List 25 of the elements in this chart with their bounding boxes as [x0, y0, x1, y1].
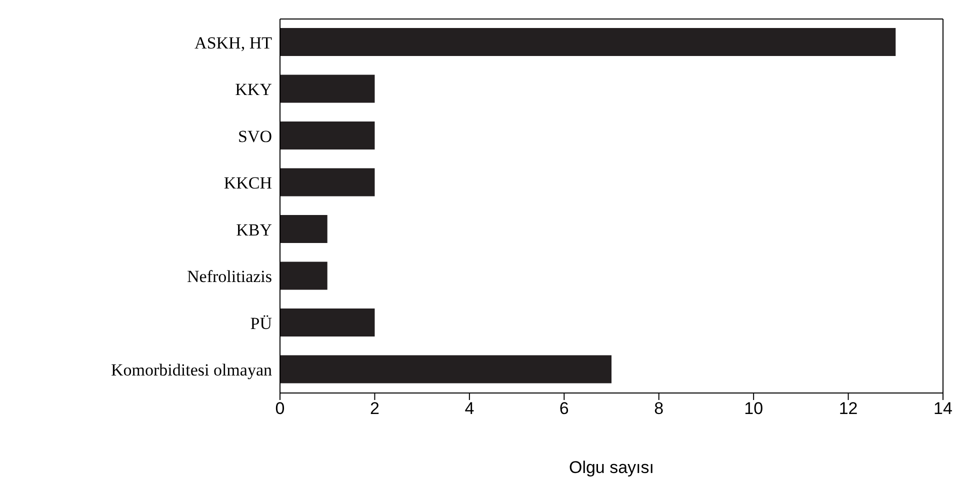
y-tick-label: KBY — [236, 220, 272, 240]
bar — [280, 28, 896, 56]
bar — [280, 215, 328, 243]
bar — [280, 308, 375, 336]
x-axis-title: Olgu sayısı — [568, 458, 654, 477]
bar — [280, 262, 328, 290]
y-tick-label: KKY — [235, 80, 272, 100]
x-tick-label: 14 — [934, 399, 952, 418]
y-tick-label: Komorbiditesi olmayan — [110, 360, 272, 380]
bar — [280, 168, 375, 196]
y-tick-label: KKCH — [224, 174, 272, 193]
x-tick-label: 4 — [464, 399, 474, 418]
x-tick-label: 8 — [654, 399, 664, 418]
y-tick-label: ASKH, HT — [194, 33, 273, 52]
x-tick-label: 12 — [838, 399, 858, 418]
y-tick-label: PÜ — [250, 314, 272, 333]
x-tick-label: 6 — [559, 399, 569, 418]
bar — [280, 355, 612, 384]
y-tick-label: SVO — [238, 126, 272, 146]
x-tick-label: 10 — [744, 399, 764, 418]
y-tick-label: Nefrolitiazis — [187, 267, 272, 286]
x-tick-label: 0 — [275, 399, 285, 418]
bar — [280, 122, 375, 150]
x-tick-label: 2 — [370, 399, 380, 418]
bar — [280, 74, 375, 103]
